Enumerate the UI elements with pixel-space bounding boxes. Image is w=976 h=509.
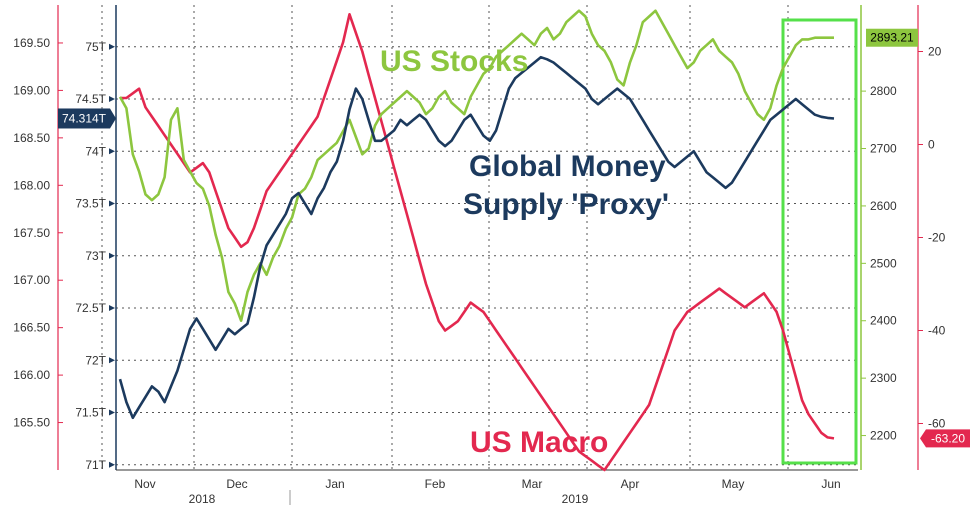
series-line-0: [118, 9, 834, 322]
tick-label-inner-right: 2500: [870, 256, 897, 270]
tick-arrow: [109, 43, 115, 50]
tick-label-far-right: -20: [928, 231, 946, 245]
tick-arrow: [109, 200, 115, 207]
tick-label-inner-right: 2700: [870, 142, 897, 156]
tick-label-far-left: 166.50: [13, 321, 50, 335]
tick-label-inner-left: 72T: [85, 353, 106, 367]
tick-label-inner-left: 74.5T: [75, 92, 106, 106]
tick-label-inner-left: 74T: [85, 144, 106, 158]
svg-text:2893.21: 2893.21: [870, 31, 914, 45]
tick-label-far-right: -40: [928, 324, 946, 338]
annotations: US Stocks Global Money Supply 'Proxy' US…: [380, 45, 669, 459]
tick-label-far-right: 0: [928, 138, 935, 152]
badge-money-supply: 74.314T: [58, 108, 116, 129]
annotation-us-stocks: US Stocks: [380, 45, 528, 78]
last-value-badges: 2893.21 74.314T -63.20: [58, 28, 970, 448]
tick-label-far-left: 169.50: [13, 36, 50, 50]
tick-label-inner-left: 75T: [85, 40, 106, 54]
tick-label-year: 2018: [189, 492, 216, 506]
tick-label-far-left: 167.00: [13, 273, 50, 287]
tick-label-inner-right: 2300: [870, 371, 897, 385]
tick-label-inner-right: 2200: [870, 429, 897, 443]
annotation-money-line2: Supply 'Proxy': [463, 188, 669, 221]
tick-label-month: Apr: [621, 477, 640, 491]
tick-label-month: Jan: [325, 477, 344, 491]
tick-label-month: May: [722, 477, 745, 491]
tick-label-inner-left: 71.5T: [75, 406, 106, 420]
tick-label-far-left: 166.00: [13, 368, 50, 382]
gridlines: [101, 5, 858, 470]
annotation-us-macro: US Macro: [470, 426, 608, 459]
tick-label-month: Mar: [522, 477, 543, 491]
tick-label-far-left: 168.00: [13, 178, 50, 192]
series-lines: [118, 9, 835, 472]
tick-arrow: [109, 96, 115, 103]
tick-arrow: [109, 305, 115, 312]
tick-label-month: Nov: [134, 477, 155, 491]
tick-label-inner-left: 71T: [85, 458, 106, 472]
tick-arrow: [109, 148, 115, 155]
series-line-1: [118, 55, 835, 420]
tick-label-far-left: 169.00: [13, 83, 50, 97]
tick-label-inner-left: 72.5T: [75, 301, 106, 315]
tick-label-inner-right: 2800: [870, 84, 897, 98]
highlight-rect: [781, 18, 858, 465]
series-line-2: [120, 13, 835, 472]
tick-arrow: [109, 252, 115, 259]
tick-label-far-right: 20: [928, 45, 942, 59]
tick-label-far-left: 168.50: [13, 131, 50, 145]
annotation-money-line1: Global Money: [469, 150, 666, 183]
tick-label-month: Feb: [425, 477, 446, 491]
tick-label-far-left: 165.50: [13, 416, 50, 430]
tick-label-month: Jun: [821, 477, 840, 491]
tick-label-year: 2019: [562, 492, 589, 506]
tick-label-inner-left: 73.5T: [75, 197, 106, 211]
tick-arrow: [109, 461, 115, 468]
tick-label-inner-right: 2600: [870, 199, 897, 213]
tick-label-far-right: -60: [928, 417, 946, 431]
highlight-box: [781, 18, 858, 465]
tick-label-inner-left: 73T: [85, 249, 106, 263]
tick-label-month: Dec: [226, 477, 247, 491]
svg-text:74.314T: 74.314T: [62, 111, 107, 125]
badge-us-macro: -63.20: [920, 429, 970, 448]
badge-us-stocks: 2893.21: [866, 28, 918, 47]
svg-text:-63.20: -63.20: [931, 431, 965, 445]
tick-arrow: [109, 409, 115, 416]
tick-label-inner-right: 2400: [870, 314, 897, 328]
tick-label-far-left: 167.50: [13, 226, 50, 240]
tick-arrow: [109, 357, 115, 364]
axis-ticks: 165.50 166.00 166.50 167.00 167.50 168.00 168.…: [13, 36, 945, 506]
